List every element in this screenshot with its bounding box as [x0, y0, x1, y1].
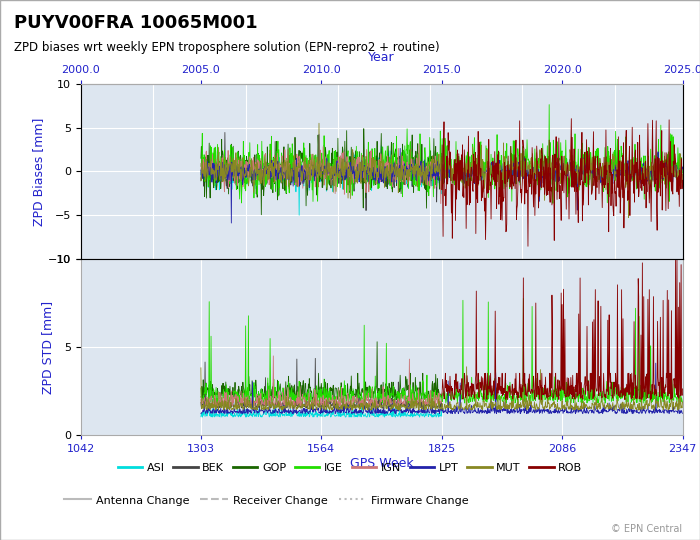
X-axis label: Year: Year [368, 51, 395, 64]
Text: ZPD biases wrt weekly EPN troposphere solution (EPN-repro2 + routine): ZPD biases wrt weekly EPN troposphere so… [14, 40, 440, 53]
Legend: Antenna Change, Receiver Change, Firmware Change: Antenna Change, Receiver Change, Firmwar… [60, 490, 473, 510]
Y-axis label: ZPD STD [mm]: ZPD STD [mm] [41, 300, 54, 394]
Y-axis label: ZPD Biases [mm]: ZPD Biases [mm] [32, 117, 45, 226]
Text: PUYV00FRA 10065M001: PUYV00FRA 10065M001 [14, 14, 258, 31]
Text: © EPN Central: © EPN Central [611, 523, 682, 534]
Legend: ASI, BEK, GOP, IGE, IGN, LPT, MUT, ROB: ASI, BEK, GOP, IGE, IGN, LPT, MUT, ROB [113, 458, 587, 478]
X-axis label: GPS Week: GPS Week [350, 456, 413, 469]
